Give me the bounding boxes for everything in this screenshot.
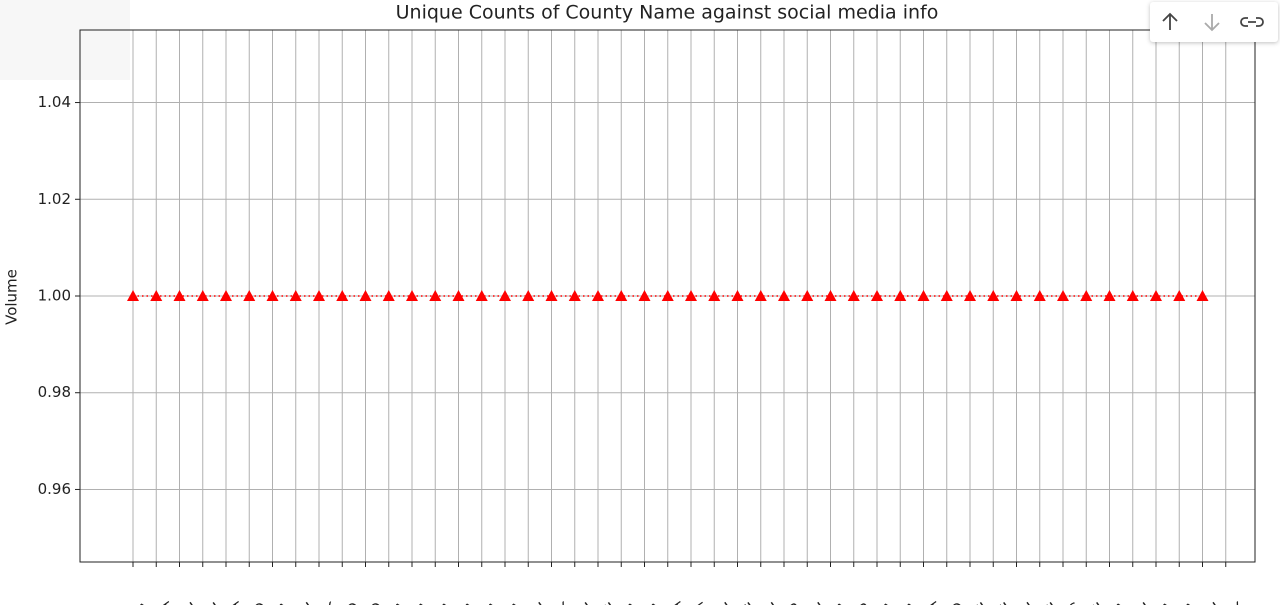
x-tick-label: KISUMU	[491, 599, 549, 605]
point-marker	[243, 290, 256, 301]
x-tick-label: KIAMBU	[1165, 599, 1223, 605]
point-marker	[382, 290, 395, 301]
point-marker	[289, 290, 302, 301]
down-arrow[interactable]	[1204, 14, 1220, 32]
x-tick-label: VIHIGA	[380, 598, 434, 605]
point-marker	[313, 290, 325, 301]
point-marker	[336, 290, 349, 301]
point-marker	[592, 290, 604, 301]
point-marker	[778, 290, 790, 301]
point-marker	[1033, 290, 1046, 301]
point-marker	[801, 290, 814, 301]
x-tick-label: MOMBASA	[79, 598, 154, 605]
point-marker	[127, 290, 139, 301]
link-icon[interactable]	[1240, 17, 1264, 27]
point-marker	[359, 290, 372, 301]
point-marker	[661, 290, 674, 301]
point-marker	[545, 290, 558, 301]
point-marker	[824, 290, 837, 301]
point-marker	[894, 290, 907, 301]
point-marker	[638, 290, 651, 301]
point-marker	[1103, 290, 1116, 301]
y-tick-label: 1.02	[38, 190, 71, 208]
point-marker	[685, 290, 697, 301]
background-patch	[0, 0, 130, 80]
x-tick-label: NYANDARUA	[1043, 598, 1131, 605]
point-marker	[499, 290, 511, 301]
point-marker	[987, 290, 1000, 301]
y-tick-label: 1.04	[38, 93, 71, 111]
point-marker	[429, 290, 442, 301]
point-marker	[1057, 290, 1069, 301]
point-marker	[150, 290, 163, 301]
point-marker	[173, 290, 186, 301]
point-marker	[847, 290, 860, 301]
x-tick-label: NAROK	[286, 598, 341, 605]
x-tick-label: UASIN GISHU	[109, 599, 200, 605]
y-axis-label: Volume	[3, 269, 21, 325]
x-tick-label: MIGORI	[540, 599, 596, 605]
point-marker	[871, 290, 883, 301]
point-marker	[964, 290, 976, 301]
point-marker	[220, 290, 232, 301]
point-marker	[475, 290, 488, 301]
point-marker	[1126, 290, 1139, 301]
point-marker	[708, 290, 721, 301]
x-tick-label: ELGEYO-MARAKWET	[113, 598, 248, 605]
y-tick-label: 0.98	[38, 383, 71, 401]
y-tick-label: 1.00	[38, 287, 71, 305]
toolbar-icons	[1162, 12, 1264, 32]
point-marker	[1150, 290, 1162, 301]
point-marker	[522, 290, 535, 301]
point-marker	[1196, 290, 1209, 301]
point-marker	[568, 290, 581, 301]
y-tick-label: 0.96	[38, 480, 71, 498]
point-marker	[1080, 290, 1093, 301]
point-marker	[1173, 290, 1186, 301]
point-marker	[615, 290, 628, 301]
point-marker	[196, 290, 209, 301]
point-marker	[266, 290, 279, 301]
point-marker	[452, 290, 465, 301]
point-marker	[917, 290, 930, 301]
toolbar	[1150, 2, 1278, 42]
x-tick-label: ISIOLO	[916, 599, 967, 605]
up-arrow[interactable]	[1162, 12, 1178, 30]
point-marker	[406, 290, 418, 301]
x-tick-label: BOMET	[123, 598, 178, 605]
point-marker	[731, 290, 744, 301]
plot-frame	[79, 29, 1256, 563]
point-marker	[754, 290, 767, 301]
point-marker	[940, 290, 953, 301]
x-tick-label: KWALE	[659, 599, 711, 605]
chart-title: Unique Counts of County Name against soc…	[396, 2, 939, 24]
point-marker	[1010, 290, 1023, 301]
